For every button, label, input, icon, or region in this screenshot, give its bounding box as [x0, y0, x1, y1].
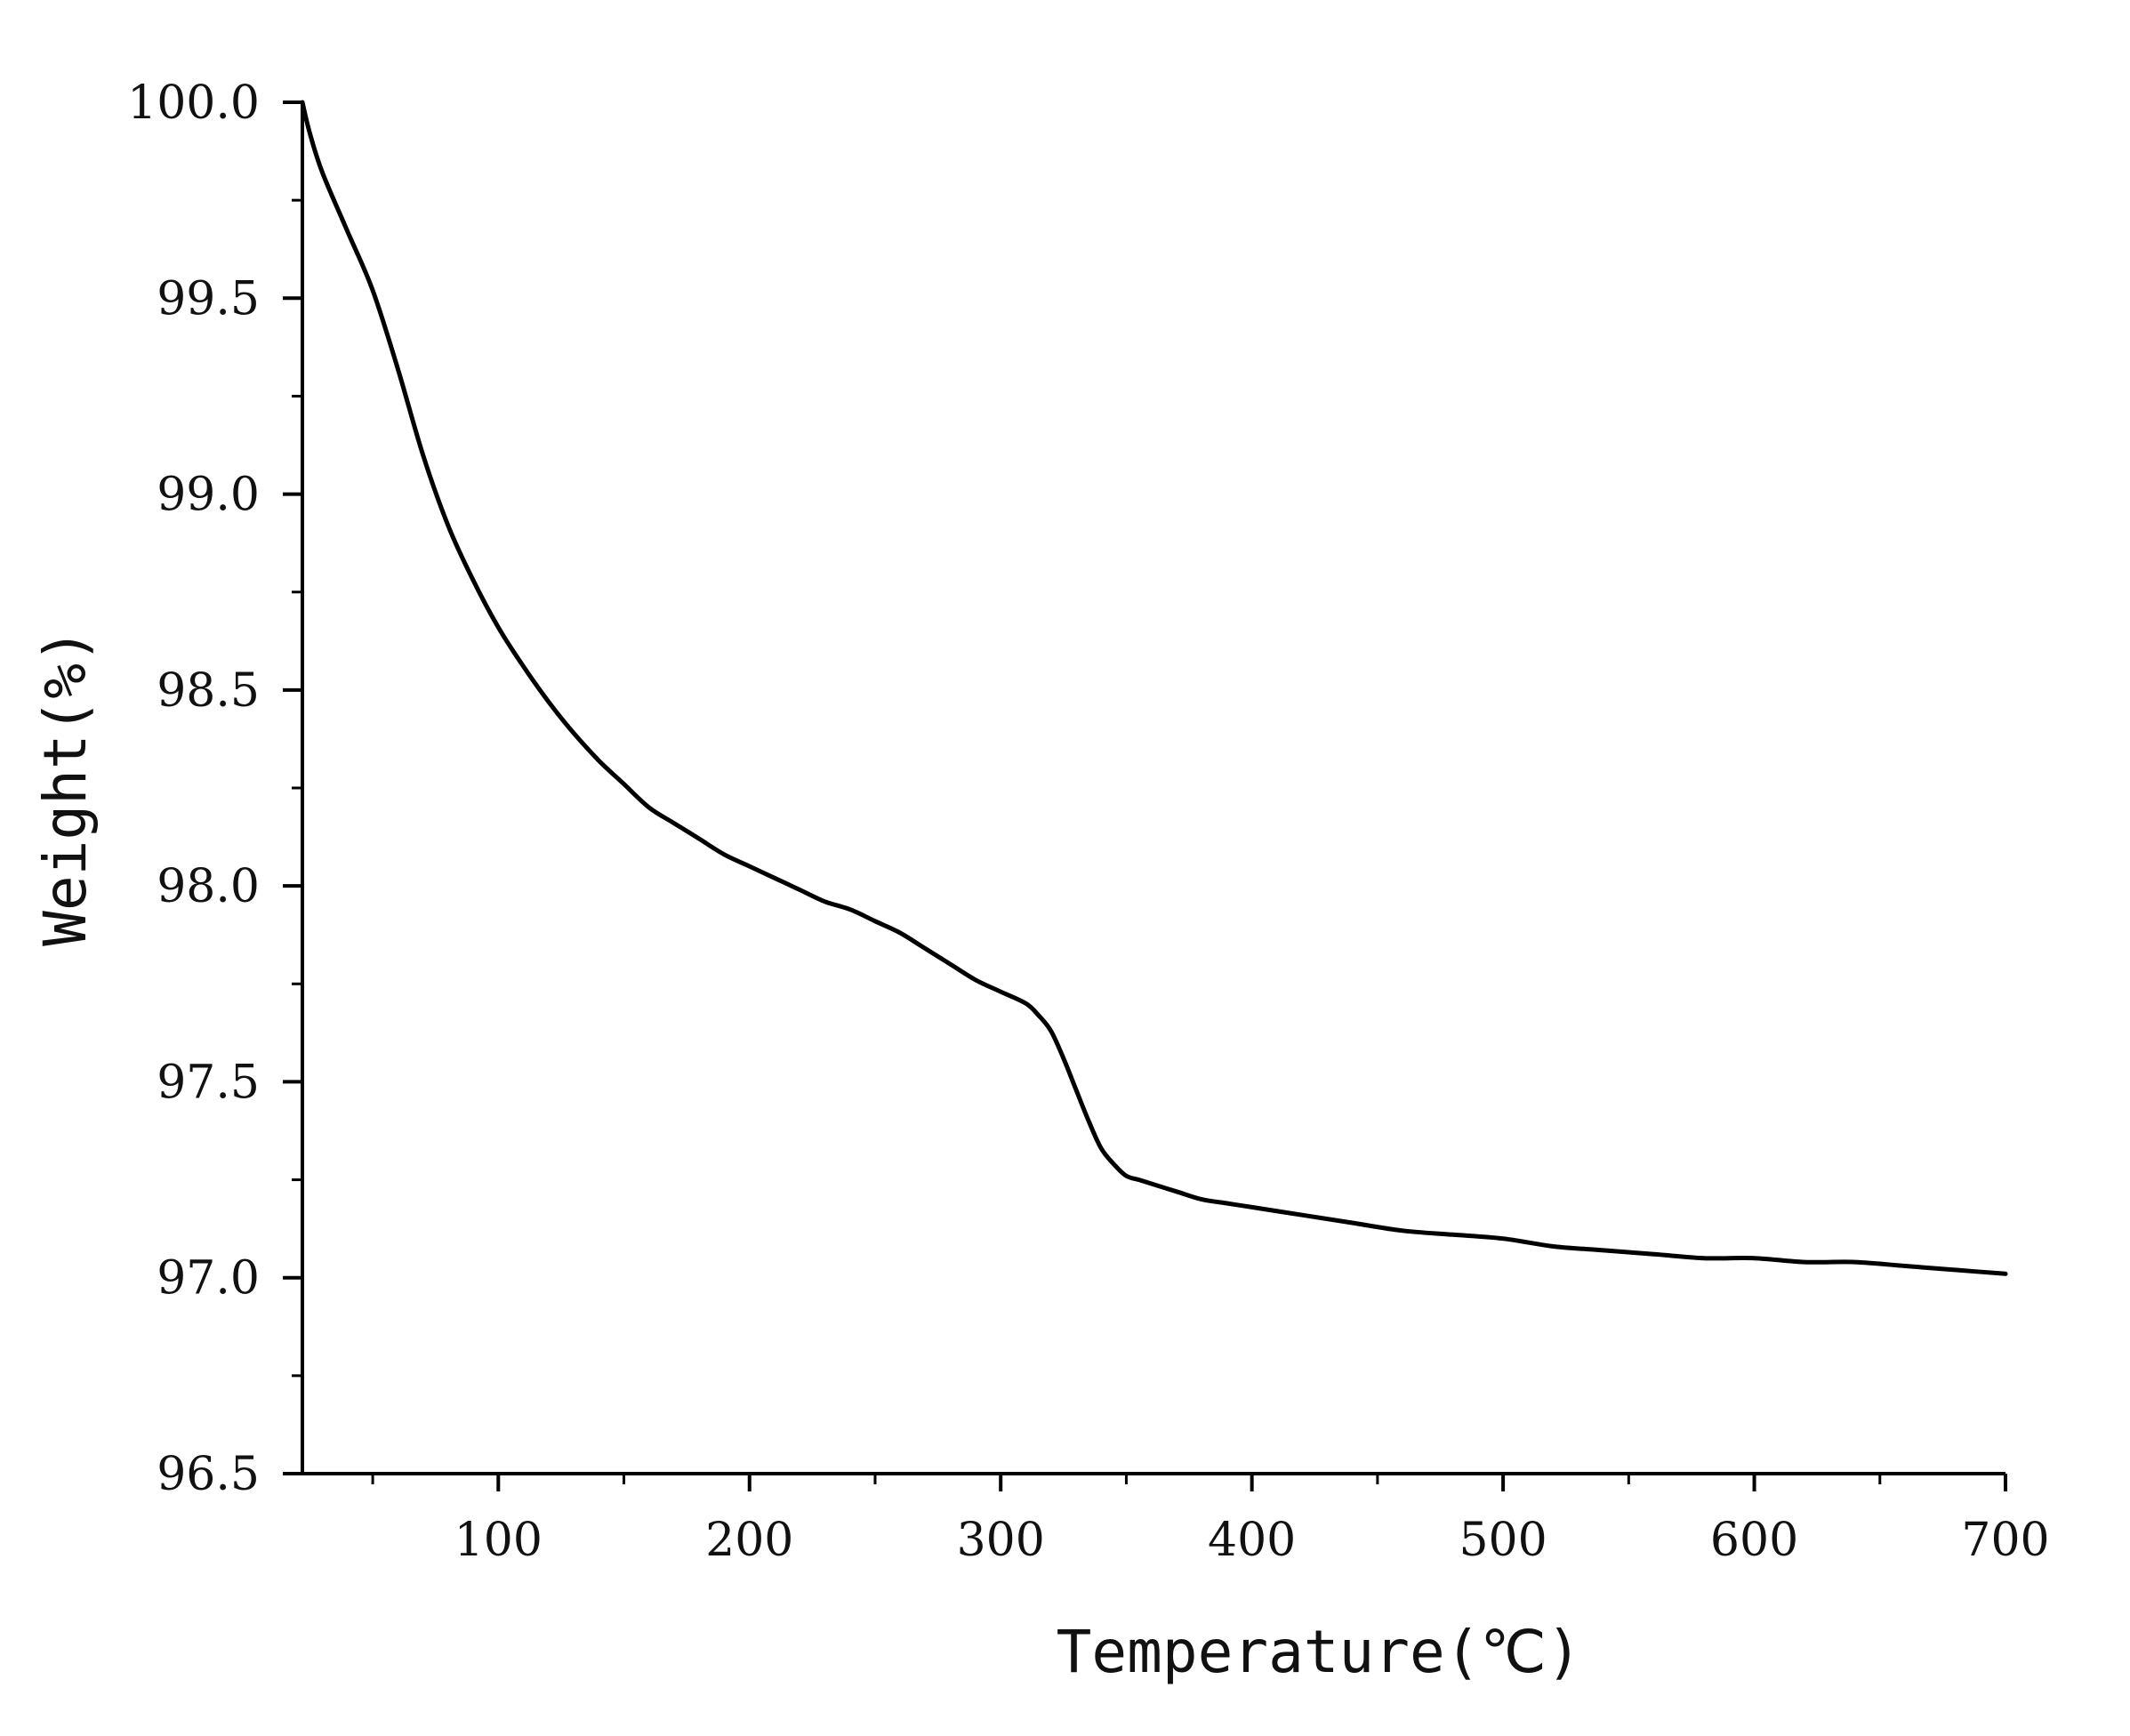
y-tick-label: 98.0 [157, 860, 260, 913]
y-tick-label: 98.5 [157, 664, 260, 718]
weight-curve [300, 100, 2008, 1276]
x-tick-label: 700 [1961, 1514, 2049, 1567]
x-axis-major-ticks [496, 1474, 2007, 1491]
y-tick-label: 99.5 [157, 272, 260, 326]
y-tick-label: 97.5 [157, 1056, 260, 1109]
x-tick-label: 600 [1710, 1514, 1798, 1567]
x-axis-title: Temperature(℃) [1057, 1618, 1582, 1686]
x-tick-label: 200 [705, 1514, 793, 1567]
x-axis-tick-labels: 100 200 300 400 500 600 700 [454, 1514, 2050, 1567]
x-tick-label: 100 [454, 1514, 543, 1567]
x-tick-label: 500 [1459, 1514, 1547, 1567]
x-tick-label: 300 [957, 1514, 1045, 1567]
x-tick-label: 400 [1208, 1514, 1296, 1567]
y-tick-label: 100.0 [127, 76, 260, 130]
y-axis-tick-labels: 96.5 97.0 97.5 98.0 98.5 99.0 99.5 100.0 [127, 76, 260, 1501]
y-tick-label: 97.0 [157, 1252, 260, 1306]
y-tick-label: 96.5 [157, 1448, 260, 1501]
y-tick-label: 99.0 [157, 469, 260, 522]
y-axis-title: Weight(%) [31, 628, 100, 946]
y-axis-major-ticks [283, 100, 302, 1475]
